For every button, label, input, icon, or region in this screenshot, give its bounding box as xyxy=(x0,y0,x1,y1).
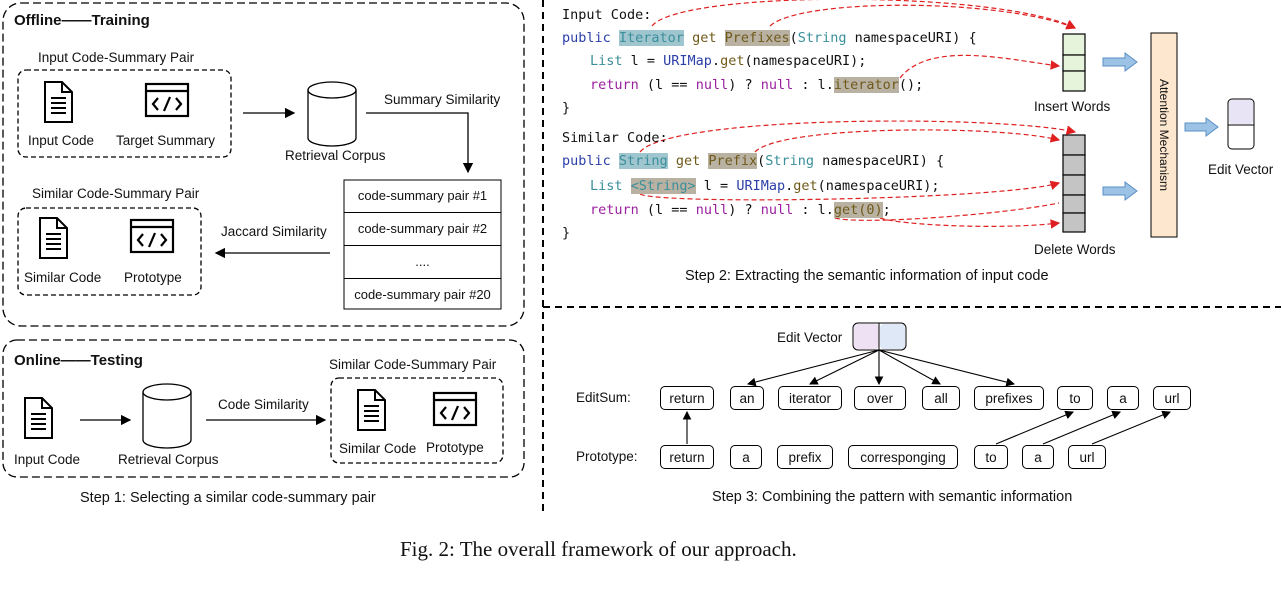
input-code-line: List l = URIMap.get(namespaceURI); xyxy=(590,53,867,69)
similar-code-label: Similar Code xyxy=(24,270,102,285)
editsum-token: over xyxy=(854,386,906,410)
pair-item: code-summary pair #1 xyxy=(357,188,488,203)
prototype-token: prefix xyxy=(777,445,833,469)
input-code-label: Input Code xyxy=(28,133,95,148)
pair-item: code-summary pair #20 xyxy=(344,278,501,310)
online-title: Online——Testing xyxy=(14,352,143,369)
pair-item: .... xyxy=(344,245,501,277)
target-summary-label: Target Summary xyxy=(116,133,216,148)
code-similarity-label: Code Similarity xyxy=(218,397,309,412)
editsum-token: all xyxy=(922,386,960,410)
edit-vector-label: Edit Vector xyxy=(1208,162,1274,177)
online-similar-code-label: Similar Code xyxy=(339,441,417,456)
prototype-label: Prototype xyxy=(124,270,182,285)
editsum-token: url xyxy=(1153,386,1191,410)
input-code-line: public Iterator get Prefixes(String name… xyxy=(562,30,977,46)
similar-code-line: List <String> l = URIMap.get(namespaceUR… xyxy=(590,178,940,194)
step3-caption: Step 3: Combining the pattern with seman… xyxy=(712,489,1073,505)
similar-code-heading: Similar Code: xyxy=(562,130,668,146)
input-code-line: return (l == null) ? null : l.iterator()… xyxy=(590,77,924,93)
prototype-token: corresponging xyxy=(848,445,958,469)
step2-caption: Step 2: Extracting the semantic informat… xyxy=(685,268,1049,284)
prototype-row-label: Prototype: xyxy=(576,449,638,464)
editsum-token: a xyxy=(1107,386,1139,410)
editsum-token: an xyxy=(730,386,764,410)
similar-code-close: } xyxy=(562,225,571,241)
editsum-token: iterator xyxy=(778,386,842,410)
similar-code-line: return (l == null) ? null : l.get(0); xyxy=(590,202,891,218)
edit-vector-label-step3: Edit Vector xyxy=(777,330,843,345)
online-input-code-label: Input Code xyxy=(14,452,81,467)
jaccard-similarity-label: Jaccard Similarity xyxy=(221,224,327,239)
prototype-token: url xyxy=(1068,445,1106,469)
prototype-token: a xyxy=(730,445,762,469)
editsum-token: prefixes xyxy=(974,386,1044,410)
editsum-label: EditSum: xyxy=(576,390,631,405)
insert-words-label: Insert Words xyxy=(1034,99,1111,114)
online-prototype-label: Prototype xyxy=(426,440,484,455)
input-code-heading: Input Code: xyxy=(562,7,652,23)
prototype-token: to xyxy=(974,445,1008,469)
input-pair-label: Input Code-Summary Pair xyxy=(38,50,195,65)
figure-caption: Fig. 2: The overall framework of our app… xyxy=(400,537,797,561)
similar-pair-label: Similar Code-Summary Pair xyxy=(32,186,200,201)
pair-item: code-summary pair #2 xyxy=(344,212,501,244)
editsum-token: to xyxy=(1057,386,1093,410)
offline-title: Offline——Training xyxy=(14,12,150,29)
similar-code-line: public String get Prefix(String namespac… xyxy=(562,153,945,169)
prototype-token: a xyxy=(1022,445,1054,469)
online-similar-pair-label: Similar Code-Summary Pair xyxy=(329,357,497,372)
attention-mechanism-label: Attention Mechanism xyxy=(1157,78,1171,192)
step1-caption: Step 1: Selecting a similar code-summary… xyxy=(80,490,376,506)
delete-words-label: Delete Words xyxy=(1034,242,1116,257)
prototype-token: return xyxy=(660,445,714,469)
editsum-token: return xyxy=(660,386,714,410)
online-retrieval-corpus-label: Retrieval Corpus xyxy=(118,452,219,467)
summary-similarity-label: Summary Similarity xyxy=(384,92,501,107)
input-code-close: } xyxy=(562,100,571,116)
retrieval-corpus-label: Retrieval Corpus xyxy=(285,148,386,163)
